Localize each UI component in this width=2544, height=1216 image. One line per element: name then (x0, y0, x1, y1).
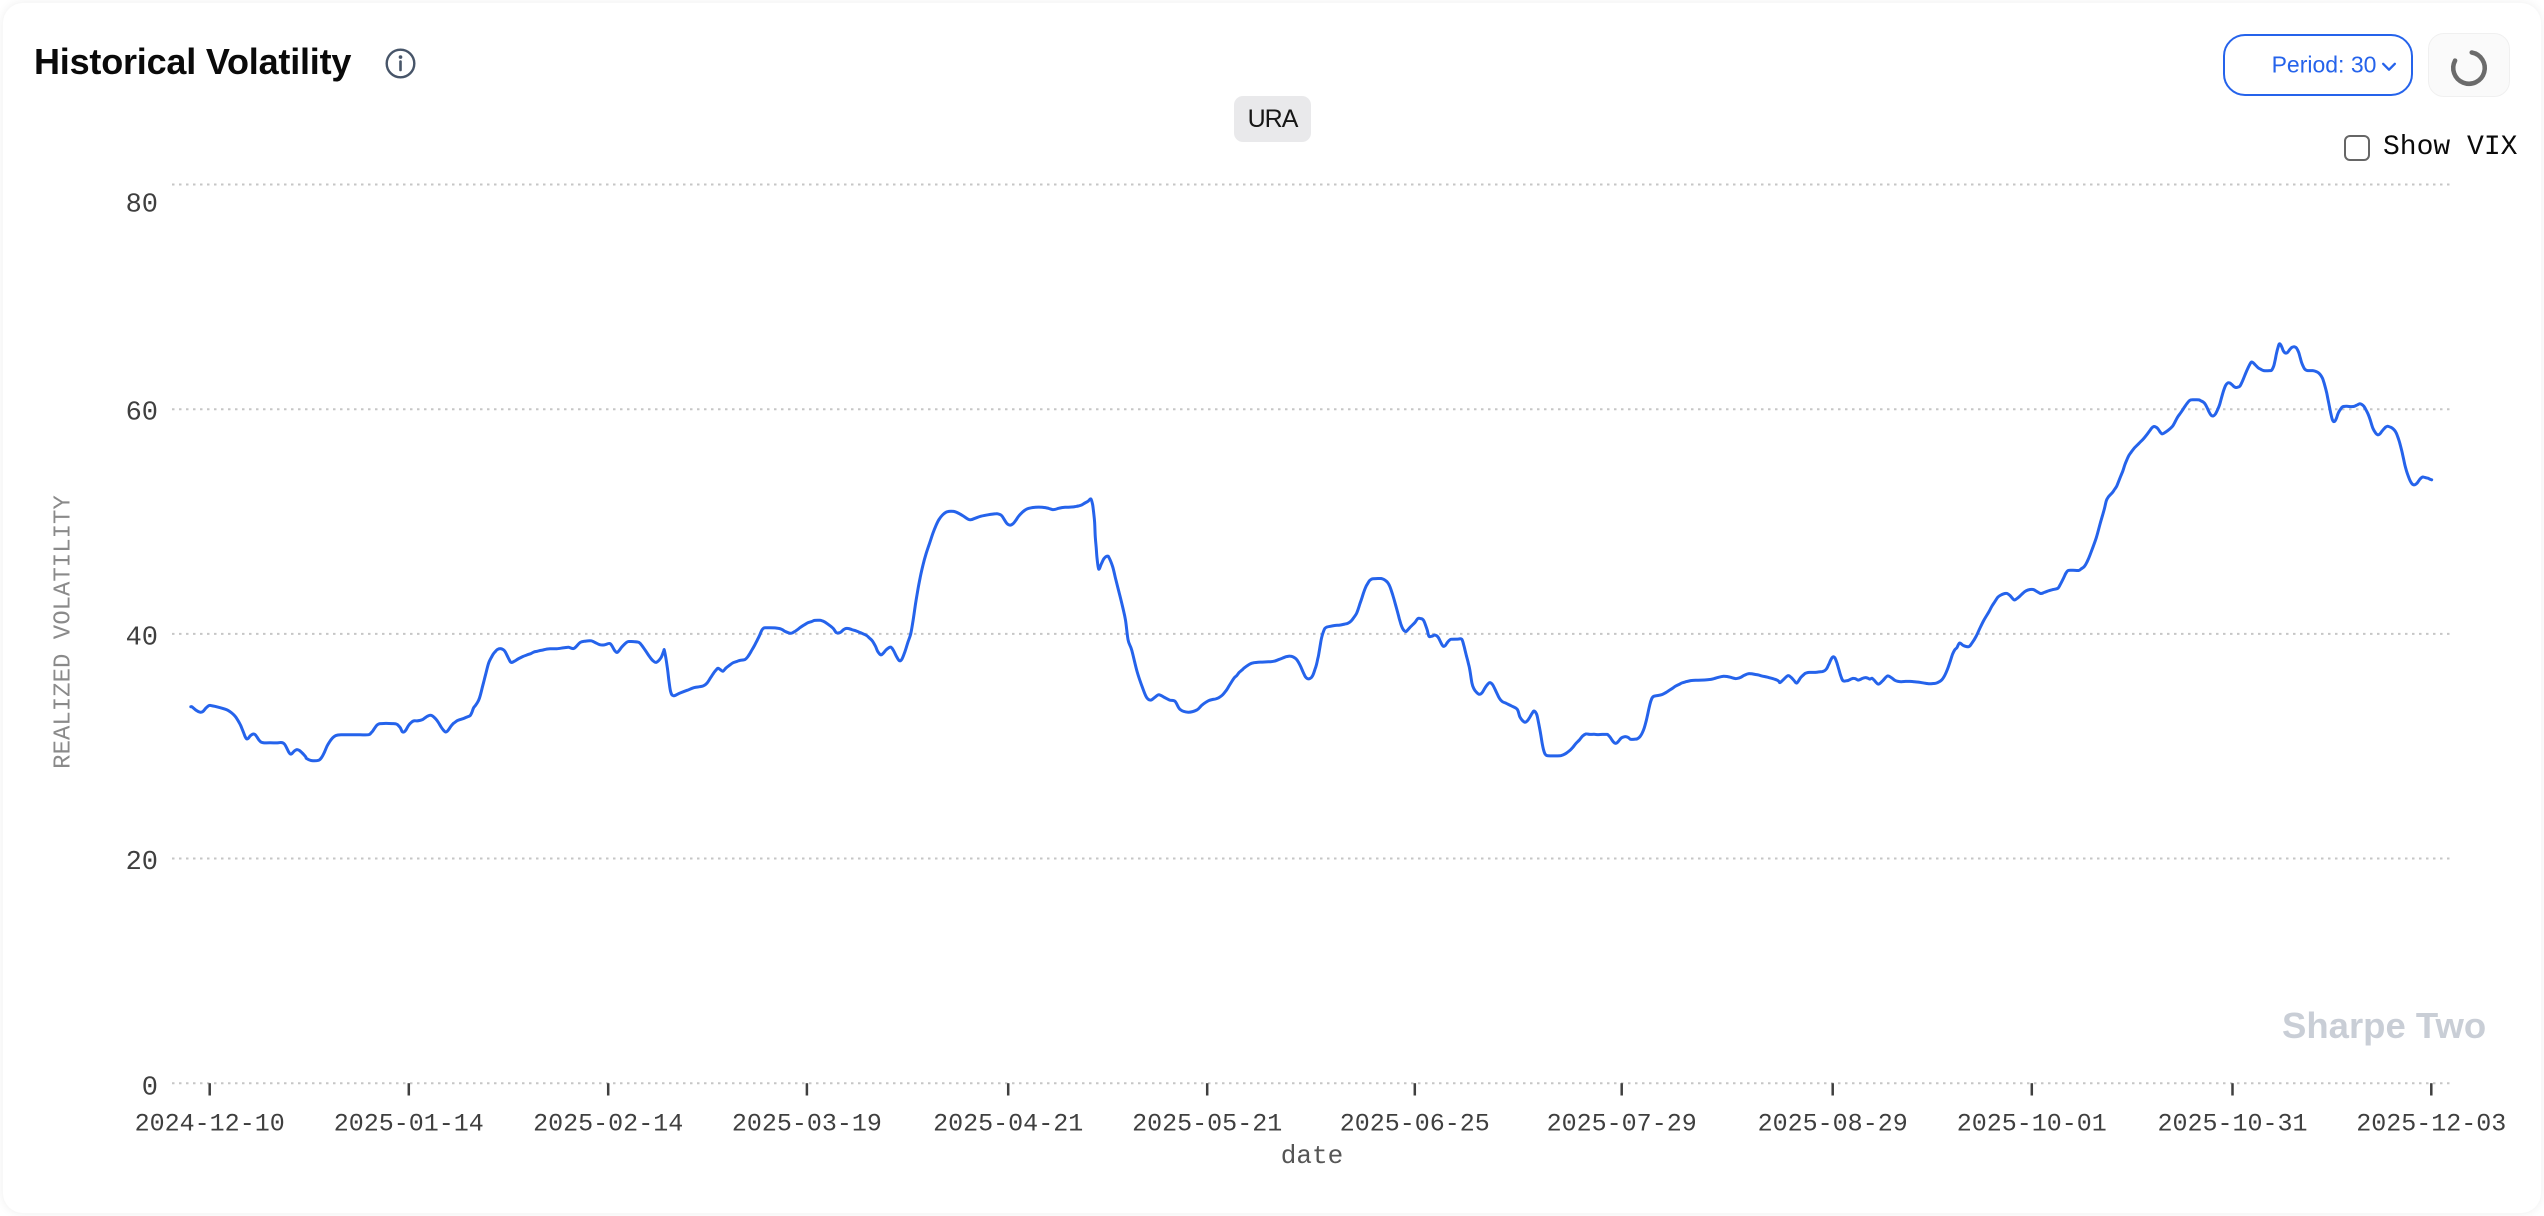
svg-text:2025-02-14: 2025-02-14 (533, 1110, 683, 1139)
svg-text:2025-10-31: 2025-10-31 (2157, 1110, 2307, 1139)
svg-text:2025-08-29: 2025-08-29 (1758, 1110, 1908, 1139)
svg-text:40: 40 (126, 623, 158, 653)
svg-text:date: date (1281, 1141, 1343, 1171)
svg-text:2024-12-10: 2024-12-10 (135, 1110, 285, 1139)
svg-text:2025-06-25: 2025-06-25 (1340, 1110, 1490, 1139)
svg-text:80: 80 (126, 191, 158, 221)
svg-text:20: 20 (126, 848, 158, 878)
svg-text:2025-07-29: 2025-07-29 (1547, 1110, 1697, 1139)
svg-text:0: 0 (142, 1074, 158, 1104)
svg-text:2025-01-14: 2025-01-14 (334, 1110, 484, 1139)
svg-text:2025-04-21: 2025-04-21 (933, 1110, 1083, 1139)
svg-text:2025-03-19: 2025-03-19 (732, 1110, 882, 1139)
svg-text:REALIZED VOLATILITY: REALIZED VOLATILITY (51, 495, 78, 769)
svg-text:Sharpe Two: Sharpe Two (2282, 1005, 2486, 1046)
svg-text:2025-12-03: 2025-12-03 (2356, 1110, 2506, 1139)
svg-text:2025-10-01: 2025-10-01 (1957, 1110, 2107, 1139)
svg-text:2025-05-21: 2025-05-21 (1132, 1110, 1282, 1139)
svg-text:60: 60 (126, 399, 158, 429)
